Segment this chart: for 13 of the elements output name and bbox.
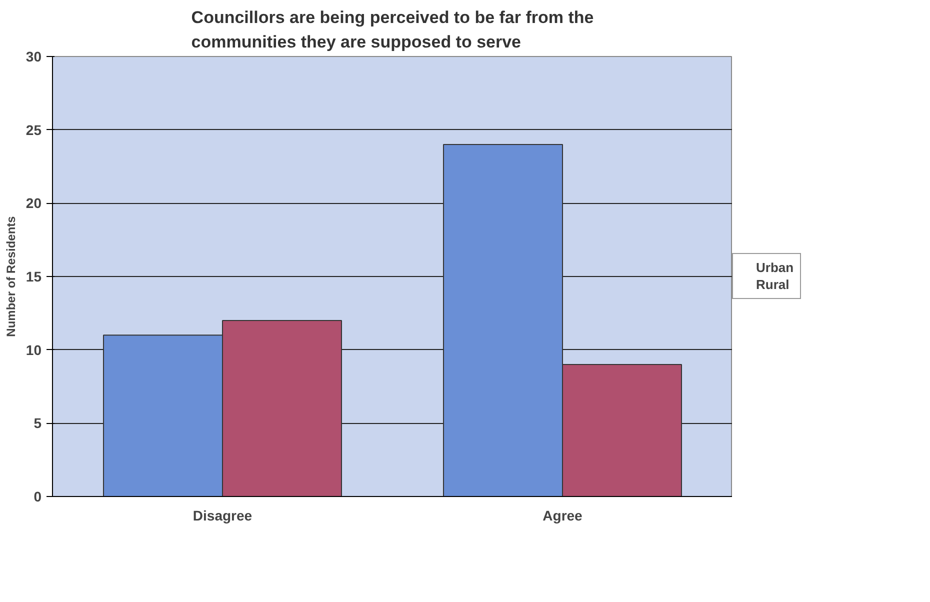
y-axis-title: Number of Residents [4, 216, 18, 337]
y-tick-label: 5 [34, 415, 42, 432]
text: Rural [756, 277, 790, 292]
y-tick-label: 15 [26, 268, 42, 284]
y-tick-label: 10 [26, 342, 42, 358]
y-tick-label: 30 [26, 48, 42, 64]
y-tick-label: 20 [26, 195, 42, 212]
x-tick-label: Agree [542, 508, 583, 524]
chart-title: Councillors are being perceived to be far from the communities they are supposed to serve [191, 8, 594, 52]
x-tick-label: Disagree [192, 508, 252, 524]
text: Urban [756, 260, 794, 275]
y-tick-label: 0 [34, 488, 42, 504]
y-tick-label: 25 [26, 122, 42, 138]
